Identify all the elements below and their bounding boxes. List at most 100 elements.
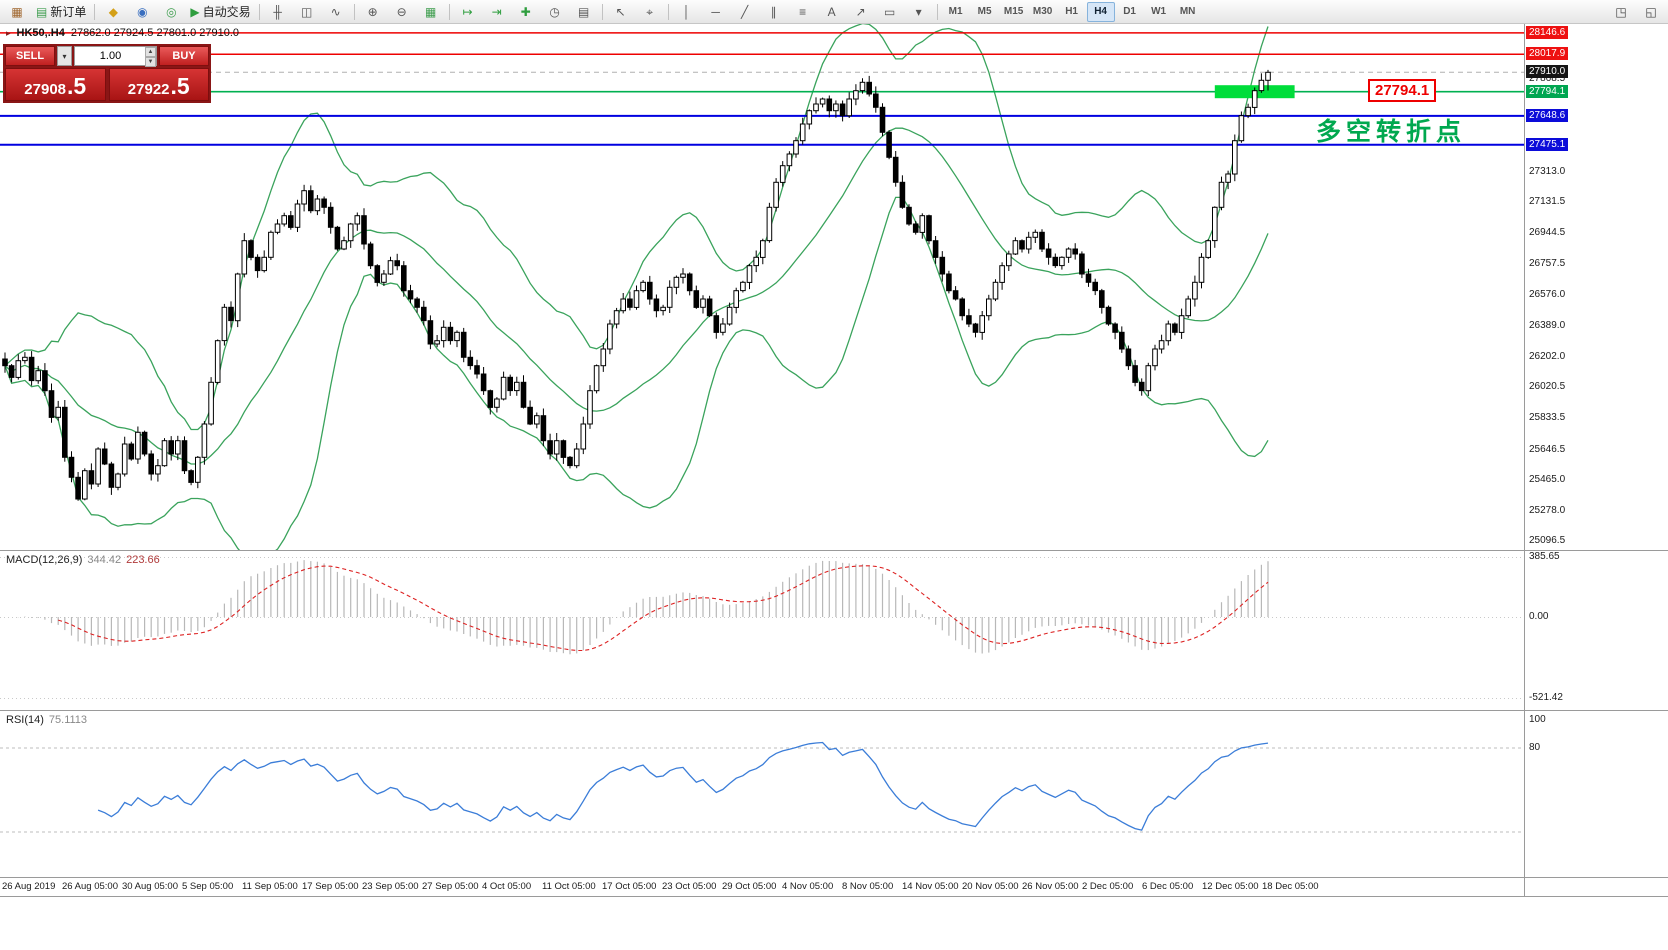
buy-price-main: 27922: [127, 81, 170, 98]
price-tag: 27648.6: [1526, 109, 1569, 122]
chart-shift-icon[interactable]: ⇥: [491, 4, 502, 19]
template-icon[interactable]: ▤: [577, 4, 590, 19]
buy-button[interactable]: BUY: [159, 46, 209, 66]
price-axis[interactable]: 27868.5 27313.0 27131.5 26944.5 26757.5 26576…: [1524, 24, 1668, 896]
turning-point-note[interactable]: 多空转折点: [1316, 118, 1467, 146]
auto-scroll-icon[interactable]: ↦: [462, 4, 473, 19]
toolbar: ▦ ▤ 新订单 ◆ ◉ ◎ ▶ 自动交易 ╫ ◫ ∿ ⊕ ⊖ ▦ ↦ ⇥ ✚ ◷ ▤ ↖ ⌖ │ ─ ╱ ∥ ≡ A ↗ ▭ ▾ M1 M5 M…: [0, 0, 1668, 24]
macd-axis-label: 0.00: [1529, 611, 1549, 622]
period-icon[interactable]: ◷: [549, 4, 560, 19]
layout-icon[interactable]: ◱: [1645, 4, 1657, 19]
tile-windows-icon[interactable]: ▦: [424, 4, 437, 19]
lot-spinner[interactable]: ▲ ▼: [145, 47, 156, 67]
toolbar-separator: [936, 3, 938, 20]
price-tag: 27910.0: [1526, 65, 1569, 78]
auto-trading-button[interactable]: ▶ 自动交易: [190, 4, 251, 19]
macd-indicator-label: MACD(12,26,9) 344.42 223.66: [6, 554, 160, 566]
ohlc-values: 27862.0 27924.5 27801.0 27910.0: [70, 27, 240, 39]
sell-price-main: 27908: [24, 81, 67, 98]
timeframe-h4-button[interactable]: H4: [1086, 1, 1115, 22]
time-axis-label: 11 Sep 05:00: [242, 881, 298, 892]
tools-dropdown-icon[interactable]: ▾: [915, 4, 922, 19]
time-axis-label: 26 Nov 05:00: [1022, 881, 1079, 892]
time-axis[interactable]: 26 Aug 2019 26 Aug 05:00 30 Aug 05:00 5 Sep…: [0, 878, 1524, 896]
rsi-line: [97, 741, 1269, 831]
one-click-collapse-icon[interactable]: ▸: [6, 27, 11, 38]
price-axis-label: 27868.5: [1529, 73, 1566, 84]
add-indicator-icon[interactable]: ✚: [520, 4, 531, 19]
trendline-icon[interactable]: ╱: [740, 4, 749, 19]
candlestick-series: [2, 69, 1271, 501]
shapes-tool-icon[interactable]: ▭: [883, 4, 896, 19]
rsi-axis-label: 80: [1529, 742, 1541, 753]
time-axis-label: 17 Oct 05:00: [602, 881, 657, 892]
timeframe-m30-button[interactable]: M30: [1032, 6, 1053, 17]
macd-axis-label: -521.42: [1529, 692, 1563, 703]
price-axis-label: 25646.5: [1529, 444, 1566, 455]
timeframe-m5-button[interactable]: M5: [977, 6, 992, 17]
timeframe-mn-button[interactable]: MN: [1179, 6, 1196, 17]
news-icon[interactable]: ◉: [137, 4, 148, 19]
timeframe-m15-button[interactable]: M15: [1003, 6, 1024, 17]
price-axis-label: 25278.0: [1529, 505, 1566, 516]
macd-axis-label: 385.65: [1529, 551, 1560, 562]
lot-dropdown-icon[interactable]: ▾: [57, 46, 72, 66]
rsi-indicator-label: RSI(14) 75.1113: [6, 714, 88, 726]
time-axis-label: 30 Aug 05:00: [122, 881, 178, 892]
alert-icon[interactable]: ◆: [108, 4, 118, 19]
sell-price-display[interactable]: 27908 .5: [5, 68, 106, 101]
mailbox-icon[interactable]: ◎: [166, 4, 177, 19]
price-axis-label: 27131.5: [1529, 196, 1566, 207]
horizontal-line-icon[interactable]: ─: [711, 4, 720, 19]
bollinger-bands: [4, 24, 1269, 550]
channel-icon[interactable]: ∥: [770, 4, 777, 19]
horizontal-level-lines[interactable]: [0, 32, 1524, 146]
crosshair-icon[interactable]: ⌖: [646, 4, 653, 19]
zoom-out-icon[interactable]: ⊖: [396, 4, 407, 19]
chart-window-icon[interactable]: ▦: [11, 4, 23, 19]
toolbar-separator: [353, 3, 355, 20]
time-axis-label: 14 Nov 05:00: [902, 881, 959, 892]
price-axis-label: 25465.0: [1529, 474, 1566, 485]
symbol-period-label: HK50,.H4: [16, 27, 65, 39]
arrows-tool-icon[interactable]: ↗: [855, 4, 866, 19]
time-axis-label: 26 Aug 05:00: [62, 881, 118, 892]
fibonacci-icon[interactable]: ≡: [799, 4, 807, 19]
timeframe-w1-button[interactable]: W1: [1151, 6, 1167, 17]
price-axis-label: 27313.0: [1529, 166, 1566, 177]
toolbar-separator: [448, 3, 450, 20]
candlestick-chart-icon[interactable]: ◫: [300, 4, 313, 19]
price-axis-label: 26576.0: [1529, 289, 1566, 300]
macd-grid: [0, 557, 1524, 699]
time-axis-label: 18 Dec 05:00: [1262, 881, 1319, 892]
level-price-label[interactable]: 27794.1: [1368, 79, 1437, 102]
bar-chart-icon[interactable]: ╫: [273, 4, 282, 19]
pane-borders: [0, 24, 1668, 897]
time-axis-label: 4 Oct 05:00: [482, 881, 532, 892]
timeframe-m1-button[interactable]: M1: [948, 6, 963, 17]
timeframe-d1-button[interactable]: D1: [1123, 6, 1136, 17]
new-order-button[interactable]: ▤ 新订单: [36, 4, 87, 19]
vertical-line-icon[interactable]: │: [682, 4, 691, 19]
price-tag: 27475.1: [1526, 138, 1569, 151]
line-chart-icon[interactable]: ∿: [330, 4, 341, 19]
chat-icon[interactable]: ◳: [1615, 4, 1627, 19]
price-axis-label: 26757.5: [1529, 258, 1566, 269]
time-axis-label: 20 Nov 05:00: [962, 881, 1019, 892]
timeframe-h1-button[interactable]: H1: [1065, 6, 1078, 17]
zoom-in-icon[interactable]: ⊕: [367, 4, 378, 19]
text-tool-icon[interactable]: A: [827, 4, 836, 19]
time-axis-label: 8 Nov 05:00: [842, 881, 894, 892]
price-axis-label: 25096.5: [1529, 535, 1566, 546]
buy-price-frac: .5: [170, 73, 190, 100]
toolbar-separator: [258, 3, 260, 20]
lot-size-input[interactable]: [74, 46, 157, 66]
sell-button[interactable]: SELL: [5, 46, 55, 66]
buy-price-display[interactable]: 27922 .5: [108, 68, 209, 101]
toolbar-separator: [601, 3, 603, 20]
cursor-icon[interactable]: ↖: [615, 4, 626, 19]
time-axis-label: 4 Nov 05:00: [782, 881, 834, 892]
rsi-level-lines: [0, 747, 1524, 833]
